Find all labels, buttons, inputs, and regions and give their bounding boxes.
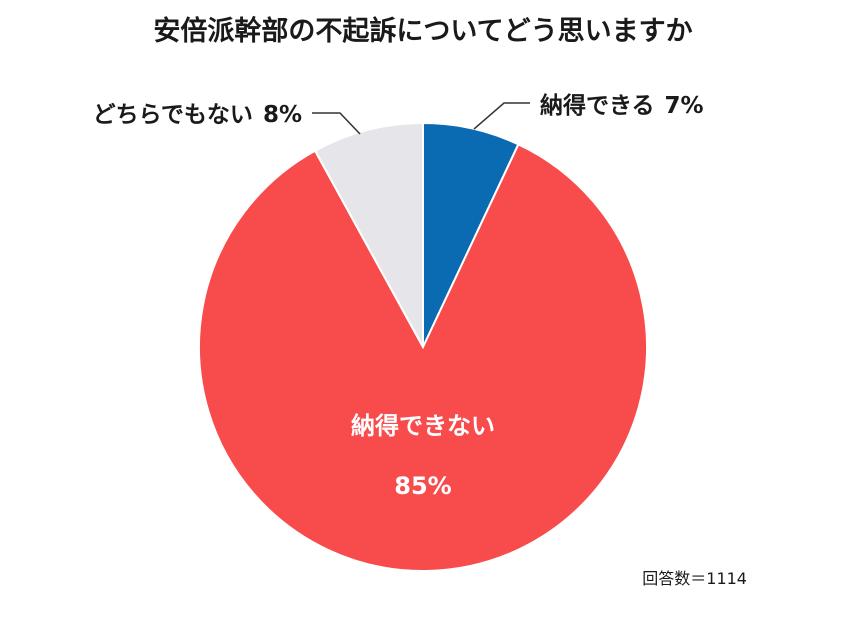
chart-title: 安倍派幹部の不起訴についてどう思いますか <box>153 15 692 47</box>
slice-label-neutral-name: どちらでもない <box>93 102 253 128</box>
slice-label-neutral: どちらでもない 8% <box>93 102 302 128</box>
leader-line-neutral <box>312 112 361 135</box>
pie-slice-neutral <box>313 121 424 348</box>
slice-label-neutral-value: 8% <box>263 102 302 128</box>
slice-label-disagree-value: 85% <box>394 472 451 500</box>
pie-slices <box>198 121 648 572</box>
slice-label-agree: 納得できる 7% <box>540 92 704 119</box>
slice-label-agree-name: 納得できる <box>540 92 655 119</box>
slice-label-disagree-name: 納得できない <box>351 412 495 440</box>
leader-line-agree <box>473 102 530 130</box>
response-count-note: 回答数＝1114 <box>642 569 747 588</box>
pie-slice-disagree <box>198 142 648 572</box>
slice-label-agree-value: 7% <box>665 93 704 119</box>
